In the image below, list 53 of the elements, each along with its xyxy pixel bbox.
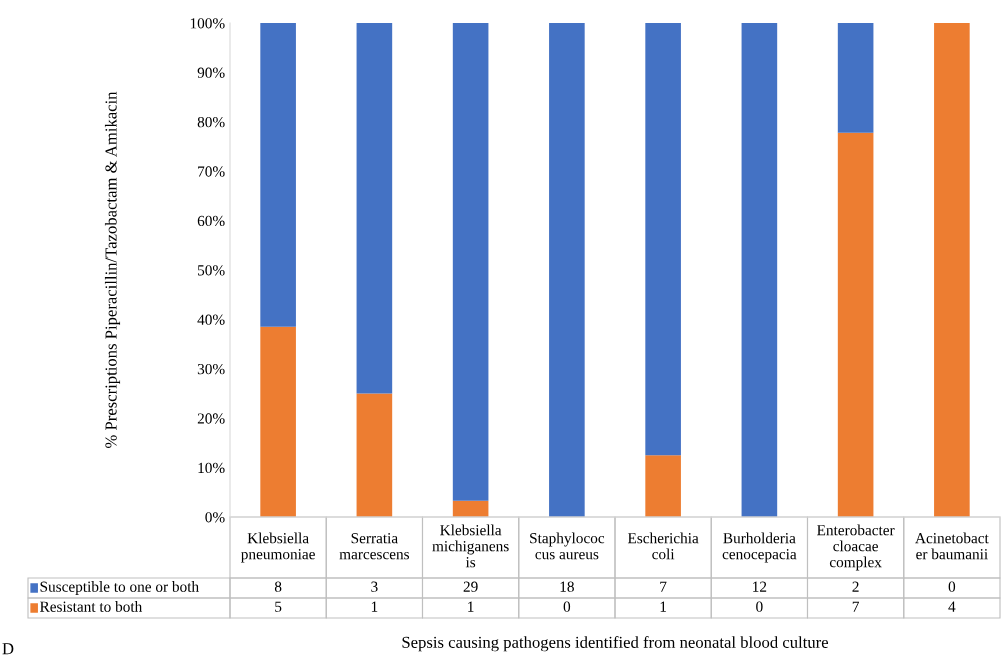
x-tick-label: Klebsiella michiganens is — [432, 524, 509, 568]
text: 5 — [275, 601, 282, 612]
bar — [645, 23, 681, 456]
text: 0 — [756, 601, 763, 612]
legend-label: Susceptible to one or both — [40, 581, 199, 595]
text: 1 — [371, 601, 378, 612]
legend-label: Resistant to both — [39, 601, 143, 612]
bar — [260, 326, 296, 517]
text: 12 — [753, 581, 767, 592]
x-tick-label: Staphylococ cus aureus — [530, 532, 605, 560]
y-tick-label: 20% — [197, 413, 225, 424]
bar — [260, 23, 296, 327]
y-axis-title: % Prescriptions Piperacillin/Tazobactam & Amikacin — [104, 91, 121, 448]
text: 18 — [560, 581, 574, 592]
text: 1 — [660, 601, 667, 612]
bar — [934, 23, 970, 517]
x-tick-label: Burholderia cenocepacia — [722, 532, 797, 563]
bar — [549, 23, 585, 517]
bar — [741, 23, 778, 517]
y-tick-label: 100% — [190, 18, 225, 29]
text: 8 — [274, 581, 282, 592]
bar — [837, 132, 874, 517]
text: 7 — [852, 601, 860, 612]
x-axis-title: Sepsis causing pathogens identified from neonatal blood culture — [402, 636, 829, 652]
x-tick-label: Klebsiella pneumoniae — [241, 532, 315, 563]
x-tick-label: Escherichia coli — [627, 532, 699, 560]
text: D — [2, 643, 14, 655]
y-tick-label: 40% — [197, 314, 225, 325]
y-tick-label: 30% — [197, 363, 225, 375]
y-tick-label: 10% — [198, 462, 225, 474]
y-tick-label: 70% — [198, 166, 225, 177]
text: 3 — [371, 581, 378, 592]
y-tick-label: 60% — [197, 215, 225, 227]
text: 4 — [948, 601, 956, 612]
text: 2 — [852, 581, 859, 592]
bar — [452, 23, 489, 501]
x-tick-label: Acinetobact er baumanii — [915, 532, 989, 560]
y-tick-label: 50% — [198, 265, 225, 276]
text: 29 — [463, 581, 478, 592]
bar — [645, 455, 681, 517]
text: 7 — [660, 581, 667, 592]
text: 1 — [468, 601, 474, 612]
bar — [356, 23, 393, 394]
x-tick-label: Serratia marcescens — [339, 533, 410, 560]
y-tick-label: 0% — [205, 512, 225, 523]
y-tick-label: 80% — [197, 116, 225, 128]
bar — [837, 23, 874, 133]
bar — [356, 393, 393, 517]
y-tick-label: 90% — [197, 67, 225, 78]
text: 0 — [948, 581, 956, 592]
bar — [452, 500, 489, 517]
x-tick-label: Enterobacter cloacae complex — [817, 524, 895, 571]
text: 0 — [563, 601, 571, 612]
